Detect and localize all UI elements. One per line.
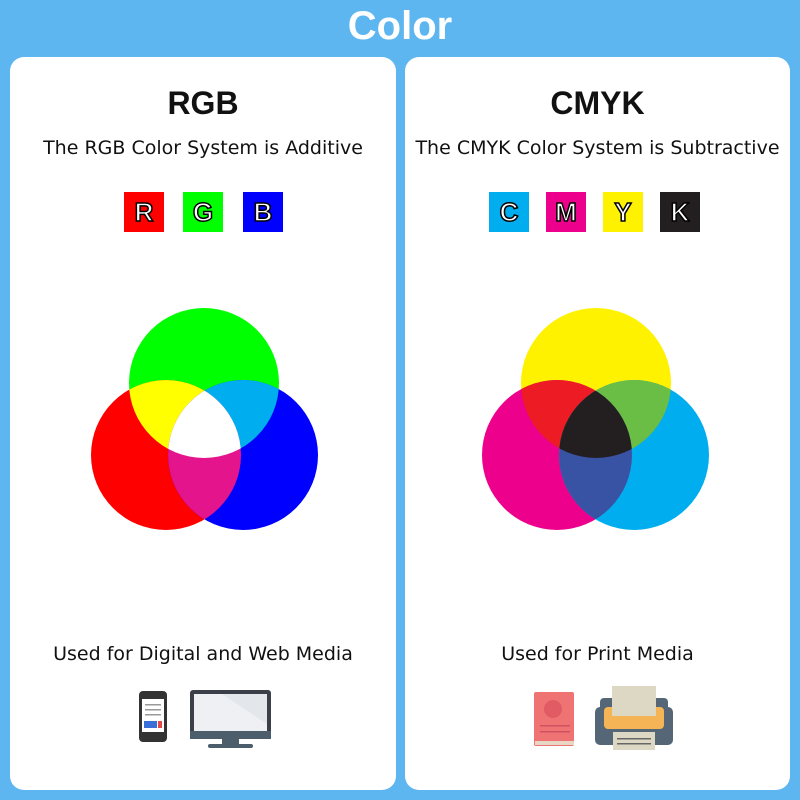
monitor-icon bbox=[190, 690, 271, 748]
cmyk-panel: CMYK The CMYK Color System is Subtractiv… bbox=[405, 57, 790, 790]
letter-box-y: Y bbox=[603, 192, 643, 232]
letter-box-m: M bbox=[546, 192, 586, 232]
book-icon bbox=[534, 692, 574, 746]
cmyk-venn bbox=[482, 308, 709, 530]
page-title: Color bbox=[347, 4, 453, 48]
letter-box-b: B bbox=[243, 192, 283, 232]
cmyk-subtitle: The CMYK Color System is Subtractive bbox=[415, 137, 780, 159]
printer-icon bbox=[595, 686, 673, 750]
rgb-heading: RGB bbox=[167, 85, 239, 121]
rgb-venn bbox=[91, 308, 318, 530]
cmyk-usage: Used for Print Media bbox=[501, 643, 694, 665]
letter-box-k: K bbox=[660, 192, 700, 232]
cmyk-heading: CMYK bbox=[550, 85, 645, 121]
black-center bbox=[559, 380, 632, 458]
letter-box-r: R bbox=[124, 192, 164, 232]
white-center bbox=[168, 380, 241, 458]
smartphone-icon bbox=[139, 691, 167, 742]
rgb-subtitle: The RGB Color System is Additive bbox=[43, 137, 363, 159]
letter-box-g: G bbox=[183, 192, 223, 232]
rgb-usage: Used for Digital and Web Media bbox=[53, 643, 353, 665]
letter-box-c: C bbox=[489, 192, 529, 232]
